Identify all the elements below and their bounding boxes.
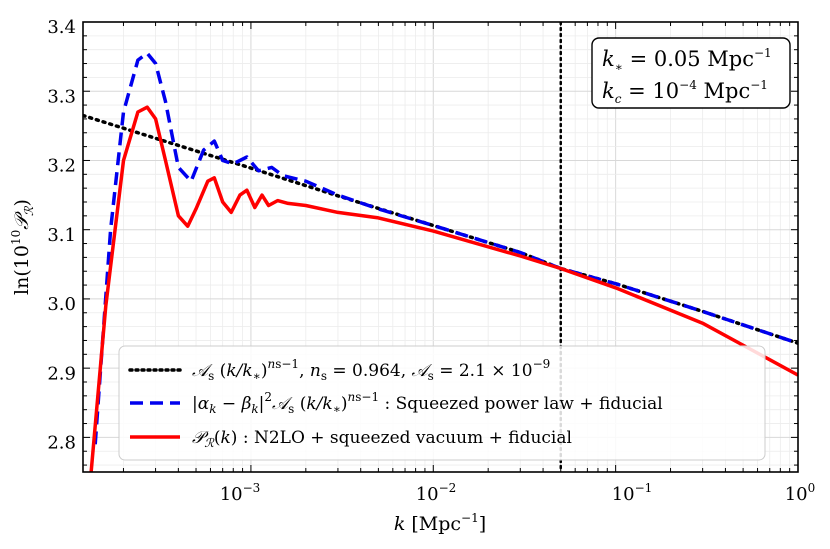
annotation-line-2: kc = 10−4 Mpc−1 xyxy=(602,78,768,106)
legend-label-squeezed-power-law: |αk − βk|2𝒜s (k/k∗)ns−1 : Squeezed power… xyxy=(192,390,663,416)
plot-frame xyxy=(82,21,799,473)
y-tick-label: 2.8 xyxy=(47,433,76,454)
y-tick-label: 3.4 xyxy=(47,17,76,38)
y-tick-label: 3.3 xyxy=(47,86,76,107)
series-line-squeezed-power-law xyxy=(93,51,798,445)
legend: 𝒜s (k/k∗)ns−1, ns = 0.964, 𝒜s = 2.1 × 10… xyxy=(118,345,766,461)
y-tick-label: 3.0 xyxy=(47,294,76,315)
y-tick-label: 3.2 xyxy=(47,156,76,177)
y-tick-label: 2.9 xyxy=(47,363,76,384)
tick-layer xyxy=(83,21,799,472)
annotation-line-1: k∗ = 0.05 Mpc−1 xyxy=(602,46,772,74)
series-layer xyxy=(83,51,798,472)
legend-label-n2lo: 𝒫ℛ(k) : N2LO + squeezed vacuum + fiducia… xyxy=(192,428,572,450)
x-tick-label: 10−2 xyxy=(416,481,457,505)
series-line-n2lo xyxy=(89,105,798,472)
legend-label-power-law: 𝒜s (k/k∗)ns−1, ns = 0.964, 𝒜s = 2.1 × 10… xyxy=(192,357,550,383)
annotation-box: k∗ = 0.05 Mpc−1 kc = 10−4 Mpc−1 xyxy=(591,37,791,109)
x-tick-label: 100 xyxy=(785,481,816,505)
y-tick-label: 3.1 xyxy=(47,225,76,246)
